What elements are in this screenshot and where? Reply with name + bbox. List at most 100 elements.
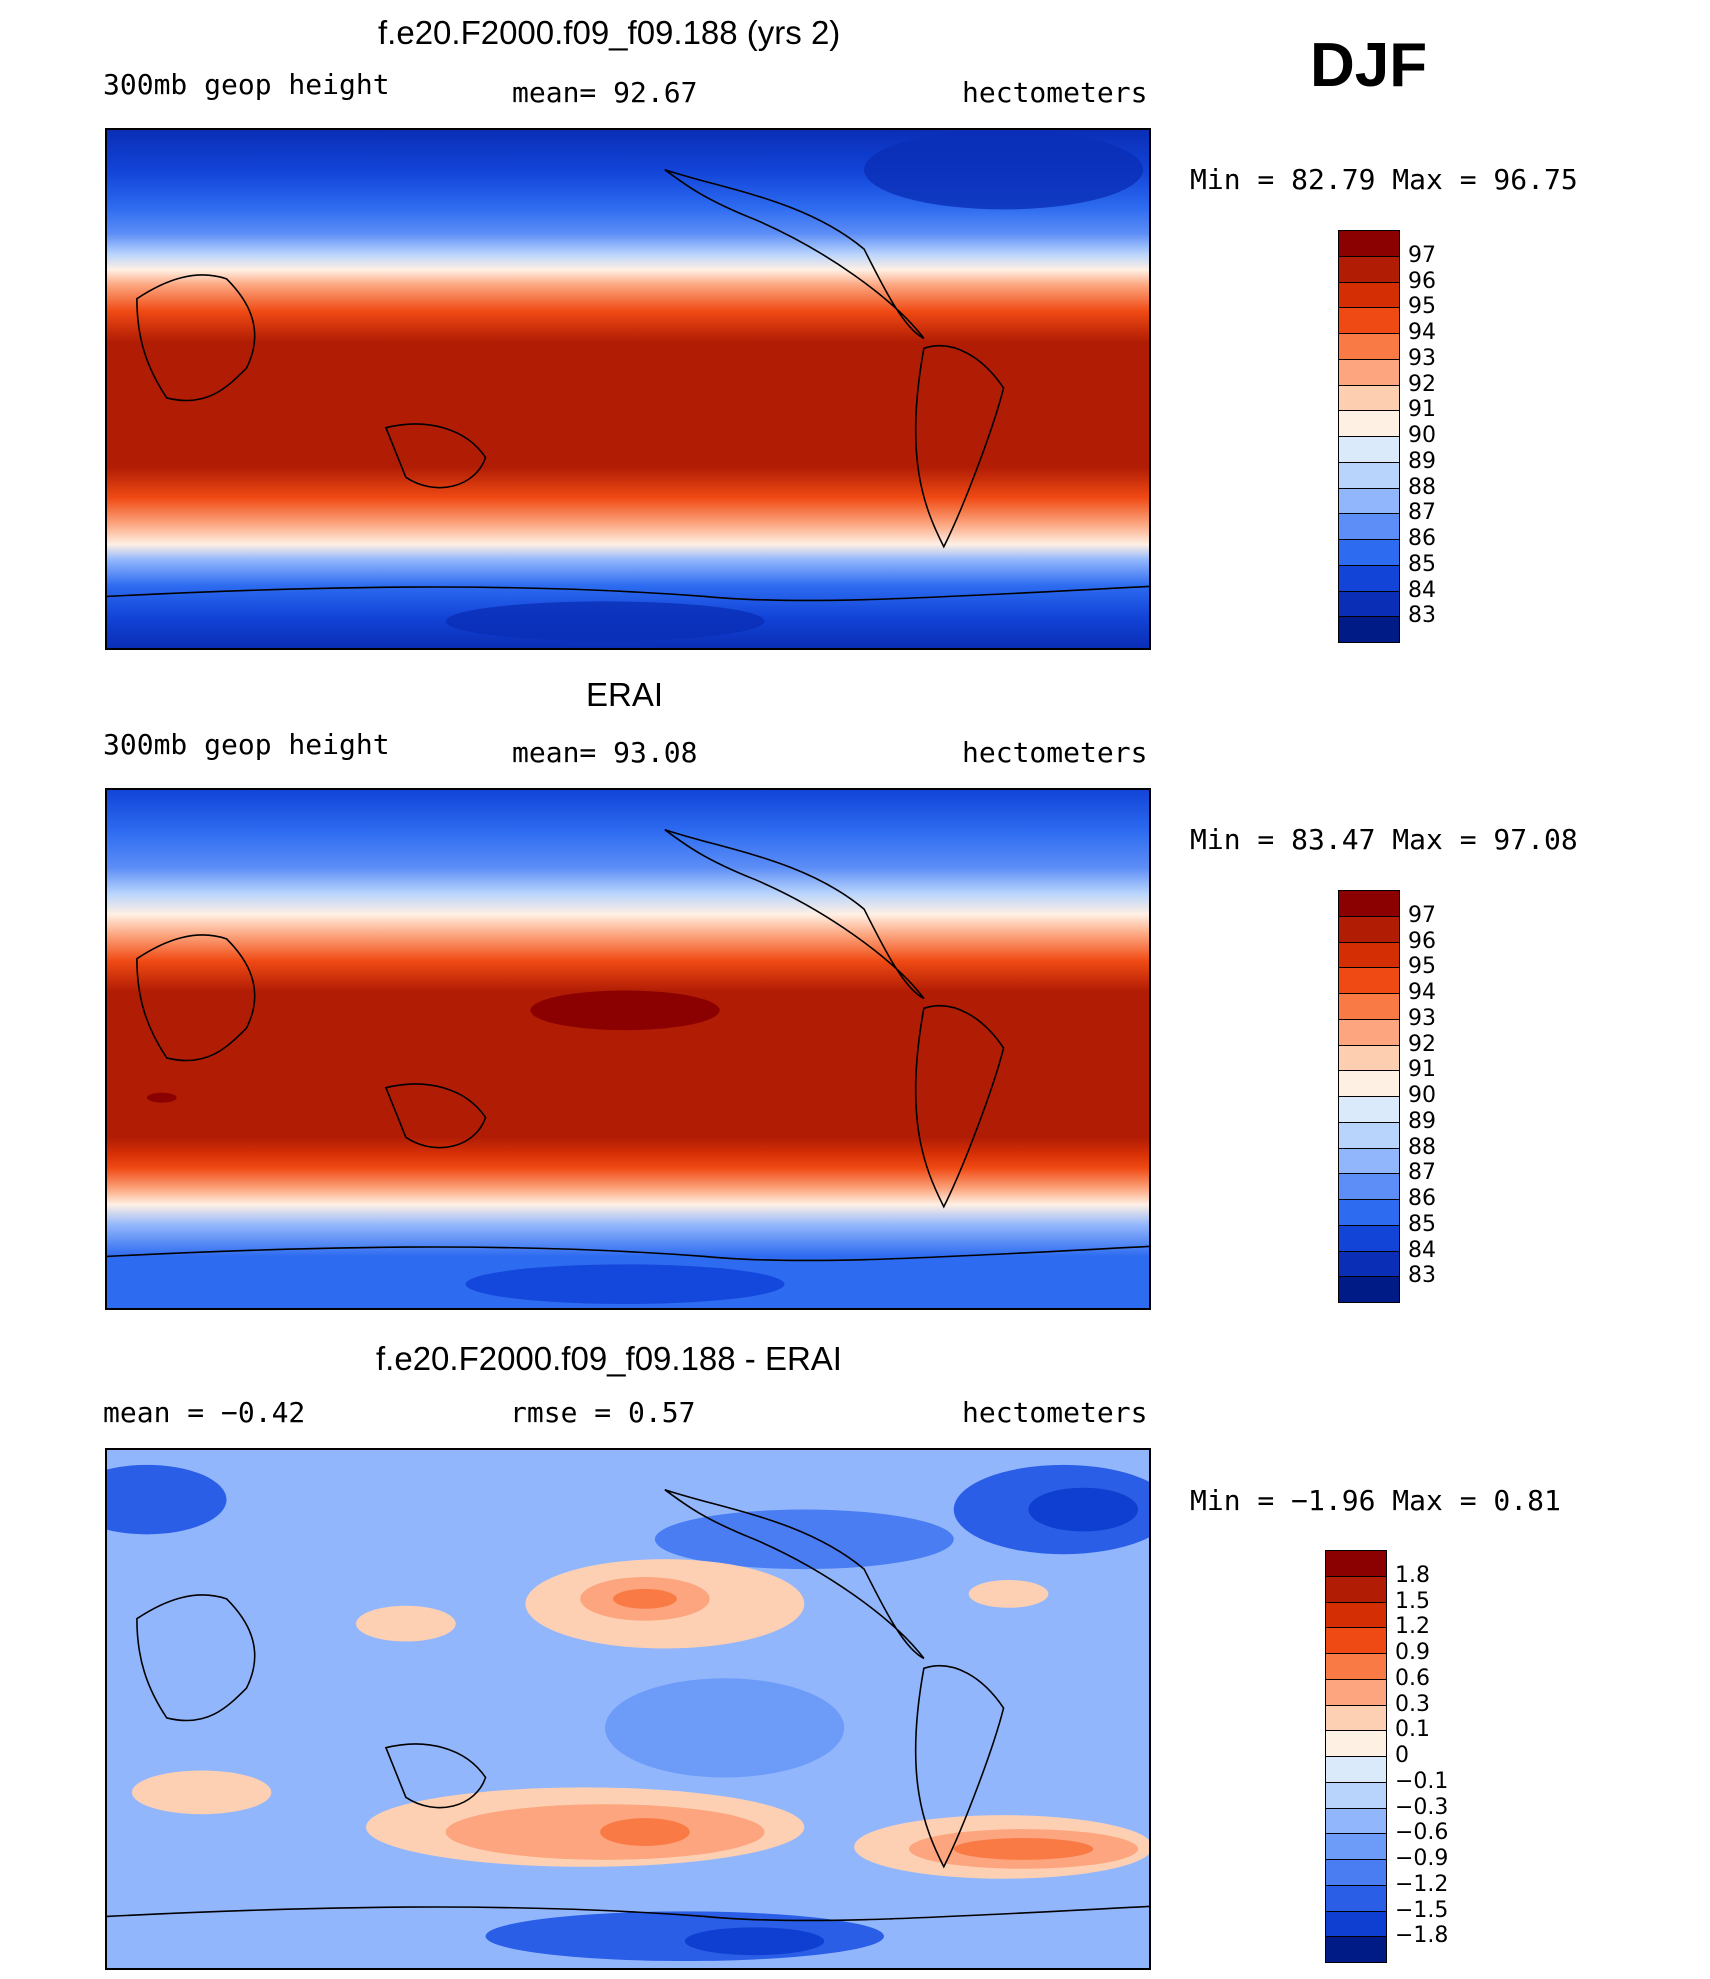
panel-3-low-north-pacific bbox=[654, 1509, 954, 1570]
colorbar-tick-label: 87 bbox=[1408, 1160, 1436, 1186]
panel-3-high-north-america bbox=[968, 1579, 1049, 1608]
colorbar-cell bbox=[1338, 1173, 1400, 1200]
panel-3-map bbox=[105, 1448, 1151, 1970]
colorbar-tick-label: 92 bbox=[1408, 1031, 1436, 1057]
colorbar-cell bbox=[1338, 333, 1400, 360]
panel-1-units-label: hectometers bbox=[962, 76, 1148, 109]
colorbar-cell bbox=[1338, 1250, 1400, 1278]
panel-2-field bbox=[107, 790, 1149, 1308]
colorbar-tick-label: 0.9 bbox=[1395, 1640, 1430, 1665]
panel-2-title: ERAI bbox=[586, 676, 664, 713]
colorbar-tick-label: −1.2 bbox=[1395, 1871, 1449, 1897]
panel-3-minmax: Min = −1.96 Max = 0.81 bbox=[1190, 1484, 1561, 1517]
panel-1-low-arctic bbox=[864, 130, 1144, 210]
colorbar-tick-label: −0.6 bbox=[1395, 1820, 1449, 1846]
panel-3-field bbox=[107, 1450, 1149, 1968]
panel-1-minmax: Min = 82.79 Max = 96.75 bbox=[1190, 163, 1578, 196]
colorbar-tick-label: −0.3 bbox=[1395, 1794, 1449, 1820]
panel-2-minmax: Min = 83.47 Max = 97.08 bbox=[1190, 823, 1578, 856]
colorbar-cell bbox=[1338, 1224, 1400, 1252]
colorbar-cell bbox=[1338, 384, 1400, 412]
colorbar-cell bbox=[1325, 1807, 1387, 1835]
panel-1-mean-label: mean= 92.67 bbox=[512, 76, 698, 109]
colorbar-cell bbox=[1325, 1833, 1387, 1860]
colorbar-cell bbox=[1325, 1627, 1387, 1654]
colorbar-tick-label: 85 bbox=[1408, 551, 1436, 577]
colorbar-cell bbox=[1338, 1018, 1400, 1046]
colorbar-cell bbox=[1338, 1147, 1400, 1175]
colorbar-tick-label: 94 bbox=[1408, 980, 1436, 1005]
colorbar-tick-label: 0 bbox=[1395, 1743, 1409, 1768]
panel-2-high-africa bbox=[146, 1092, 177, 1103]
colorbar-cell bbox=[1325, 1910, 1387, 1938]
panel-1-map bbox=[105, 128, 1151, 650]
colorbar-tick-label: 92 bbox=[1408, 371, 1436, 397]
colorbar-tick-label: 85 bbox=[1408, 1211, 1436, 1237]
panel-3-high-north-pacific-center bbox=[613, 1588, 677, 1609]
colorbar-tick-label: 83 bbox=[1408, 1263, 1436, 1289]
colorbar-cell bbox=[1325, 1653, 1387, 1680]
panel-2-map bbox=[105, 788, 1151, 1310]
colorbar-cell bbox=[1338, 307, 1400, 334]
colorbar-cell bbox=[1338, 255, 1400, 283]
colorbar-cell bbox=[1338, 915, 1400, 943]
colorbar-cell bbox=[1338, 461, 1400, 489]
colorbar-cell bbox=[1338, 616, 1400, 643]
colorbar-tick-label: 89 bbox=[1408, 448, 1436, 474]
colorbar-cell bbox=[1325, 1678, 1387, 1706]
colorbar-cell bbox=[1338, 539, 1400, 566]
colorbar-cell bbox=[1338, 993, 1400, 1020]
colorbar-cell bbox=[1338, 436, 1400, 463]
colorbar-tick-label: 90 bbox=[1408, 1083, 1436, 1108]
colorbar-tick-label: 91 bbox=[1408, 1057, 1436, 1083]
colorbar-cell bbox=[1325, 1756, 1387, 1783]
colorbar-cell bbox=[1338, 564, 1400, 592]
colorbar-tick-label: 95 bbox=[1408, 954, 1436, 980]
panel-1-background bbox=[107, 130, 1149, 648]
colorbar-cell bbox=[1325, 1730, 1387, 1757]
colorbar-tick-label: 97 bbox=[1408, 902, 1436, 928]
colorbar-cell bbox=[1338, 941, 1400, 969]
colorbar-tick-label: 83 bbox=[1408, 603, 1436, 629]
colorbar-tick-label: 96 bbox=[1408, 268, 1436, 294]
colorbar-cell bbox=[1338, 513, 1400, 540]
colorbar-tick-label: 94 bbox=[1408, 320, 1436, 345]
colorbar-cell bbox=[1338, 230, 1400, 257]
colorbar-cell bbox=[1338, 410, 1400, 437]
panel-2-low-antarctic bbox=[465, 1264, 785, 1305]
colorbar-tick-label: −1.8 bbox=[1395, 1923, 1449, 1949]
panel-3-title: f.e20.F2000.f09_f09.188 - ERAI bbox=[376, 1340, 842, 1377]
colorbar-cell bbox=[1338, 590, 1400, 618]
colorbar-tick-label: 1.2 bbox=[1395, 1614, 1430, 1640]
colorbar-tick-label: 96 bbox=[1408, 928, 1436, 954]
panel-3-low-southern-ocean-core bbox=[684, 1927, 825, 1956]
colorbar-tick-label: 93 bbox=[1408, 345, 1436, 371]
colorbar-cell bbox=[1325, 1859, 1387, 1886]
panel-3-low-southern-ocean bbox=[485, 1911, 885, 1962]
panel-3-low-arctic-west bbox=[107, 1464, 227, 1535]
colorbar-tick-label: 1.8 bbox=[1395, 1562, 1430, 1588]
colorbar-cell bbox=[1338, 1121, 1400, 1149]
panel-3-low-north-atlantic-core bbox=[1028, 1487, 1139, 1532]
panel-3-mean-label: mean = −0.42 bbox=[103, 1396, 306, 1429]
panel-3-high-southern-africa bbox=[131, 1770, 272, 1815]
colorbar-tick-label: 84 bbox=[1408, 577, 1436, 603]
panel-3-low-tropical-pacific bbox=[605, 1678, 845, 1778]
colorbar-tick-label: 95 bbox=[1408, 294, 1436, 320]
colorbar-tick-label: −0.9 bbox=[1395, 1846, 1449, 1871]
colorbar-tick-label: 86 bbox=[1408, 526, 1436, 551]
colorbar-cell bbox=[1338, 1044, 1400, 1072]
colorbar-tick-label: 0.3 bbox=[1395, 1691, 1430, 1717]
panel-1-coastlines bbox=[107, 168, 1149, 602]
colorbar-tick-label: 88 bbox=[1408, 474, 1436, 500]
colorbar-tick-label: 86 bbox=[1408, 1186, 1436, 1211]
panel-3-rmse-label: rmse = 0.57 bbox=[510, 1396, 696, 1429]
colorbar-tick-label: −1.5 bbox=[1395, 1897, 1449, 1923]
colorbar-cell bbox=[1338, 281, 1400, 309]
panel-1-field bbox=[107, 130, 1149, 648]
panel-1-title: f.e20.F2000.f09_f09.188 (yrs 2) bbox=[378, 14, 841, 51]
colorbar-tick-label: 90 bbox=[1408, 423, 1436, 448]
colorbar-cell bbox=[1325, 1936, 1387, 1963]
panel-3-colorbar: 1.8 1.5 1.2 0.9 0.6 0.3 0.1 0 −0.1 −0.3 −0.6 −0.9 −1… bbox=[1325, 1550, 1448, 1963]
panel-3-coastlines bbox=[107, 1488, 1149, 1922]
